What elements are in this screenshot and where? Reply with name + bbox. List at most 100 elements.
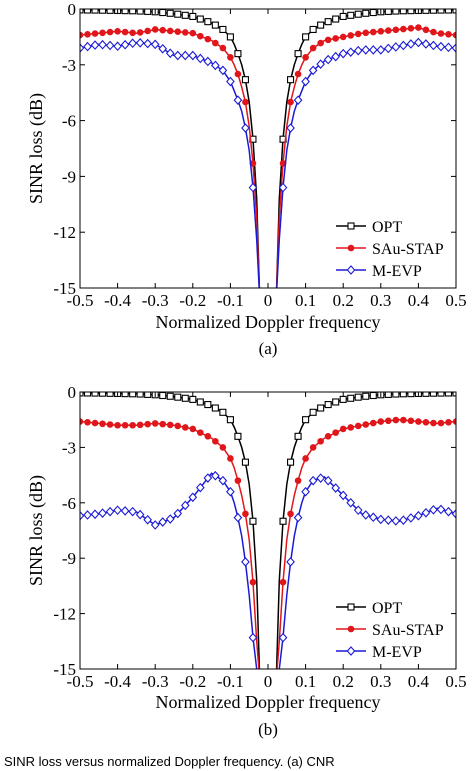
data-point (391, 42, 401, 52)
data-point (195, 482, 205, 493)
data-point (369, 9, 377, 17)
data-point (105, 506, 115, 517)
data-point (287, 458, 295, 466)
data-point (436, 41, 446, 52)
x-tick-label: -0.3 (142, 291, 169, 310)
data-point (309, 25, 317, 34)
data-point (90, 509, 100, 520)
data-point (302, 455, 309, 462)
data-point (331, 483, 341, 493)
y-tick-label: -9 (62, 167, 76, 186)
data-point (452, 418, 456, 425)
data-point (399, 515, 408, 525)
x-tick-label: 0.1 (295, 291, 316, 310)
data-point (219, 25, 227, 34)
data-point (422, 9, 430, 14)
data-point (136, 421, 144, 429)
data-point (150, 39, 160, 50)
data-point (422, 392, 430, 397)
data-point (211, 470, 220, 481)
data-point (407, 25, 415, 32)
data-point (301, 76, 310, 87)
y-tick-label: -9 (62, 549, 76, 568)
data-point (106, 392, 114, 397)
data-point (377, 418, 385, 425)
data-point (429, 392, 437, 397)
data-point (144, 420, 151, 428)
data-point (362, 29, 370, 37)
legend-entry: SAu-STAP (372, 622, 444, 639)
data-point (444, 506, 453, 517)
data-point (437, 9, 445, 14)
legend-entry: M-EVP (372, 644, 422, 661)
x-tick-label: 0.2 (333, 672, 354, 691)
y-tick-label: -15 (53, 279, 76, 298)
data-point (121, 421, 129, 429)
legend-marker (347, 222, 355, 230)
data-point (392, 9, 400, 15)
data-point (347, 11, 355, 19)
data-point (195, 53, 205, 64)
data-point (347, 424, 355, 431)
y-tick-label: -15 (53, 660, 76, 679)
data-point (144, 27, 151, 35)
data-point (143, 38, 153, 49)
data-point (80, 510, 85, 521)
data-point (377, 28, 385, 35)
series-line-left (80, 28, 261, 288)
data-point (242, 98, 249, 106)
data-point (317, 39, 324, 47)
data-point (99, 9, 107, 14)
data-point (99, 392, 107, 397)
data-point (174, 28, 182, 35)
legend-marker (347, 244, 355, 252)
data-point (338, 48, 348, 59)
data-point (369, 28, 377, 36)
data-point (279, 517, 287, 525)
data-point (278, 632, 288, 643)
data-point (204, 35, 212, 43)
data-point (211, 404, 219, 412)
data-point (338, 490, 348, 501)
data-point (384, 9, 392, 15)
data-point (354, 30, 362, 38)
data-point (421, 39, 431, 49)
data-point (136, 9, 144, 15)
data-point (430, 419, 437, 427)
series-line-left (80, 392, 261, 669)
data-point (197, 429, 204, 436)
data-point (121, 392, 129, 398)
data-point (83, 9, 92, 14)
series-line-left (80, 472, 258, 669)
data-point (309, 408, 317, 416)
data-point (302, 54, 309, 61)
legend-entry: SAu-STAP (372, 241, 444, 258)
data-point (354, 393, 362, 401)
data-point (406, 513, 416, 523)
data-point (180, 50, 190, 61)
x-tick-label: 0.4 (408, 291, 430, 310)
data-point (218, 475, 228, 486)
data-point (189, 12, 197, 20)
data-point (241, 458, 249, 466)
x-tick-label: 0.3 (370, 291, 391, 310)
legend: OPT SAu-STAP M-EVP (336, 600, 444, 661)
data-point (302, 416, 310, 424)
data-point (331, 51, 341, 62)
data-point (294, 432, 302, 440)
data-point (316, 59, 325, 70)
data-point (293, 512, 303, 523)
data-point (203, 473, 213, 483)
data-point (91, 9, 99, 14)
data-point (392, 392, 400, 398)
data-point (286, 123, 295, 133)
chart-panel-b: -0.5 -0.4 -0.3 -0.2 -0.1 0 0.1 0.2 0.3 0.4 0.5 0 -3 -… (26, 383, 467, 739)
data-point (158, 43, 168, 54)
data-point (407, 9, 415, 15)
data-point (354, 422, 362, 430)
data-point (332, 35, 339, 42)
data-point (339, 33, 347, 41)
data-point (324, 433, 332, 440)
data-point (226, 76, 235, 87)
data-point (414, 510, 423, 521)
